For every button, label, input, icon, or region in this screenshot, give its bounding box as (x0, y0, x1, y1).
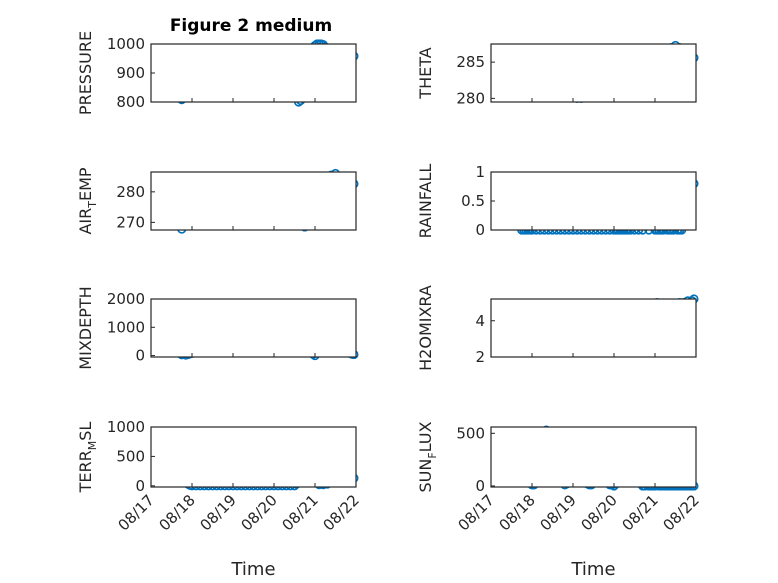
y-tick-label: 900 (116, 64, 145, 82)
y-tick-label: 2000 (107, 290, 145, 308)
x-axis-label: Time (230, 559, 275, 580)
y-axis-label-subscript: M (86, 441, 99, 451)
y-axis-label-subscript: F (426, 452, 439, 458)
y-tick-label: 0.5 (461, 192, 485, 210)
axes-frame (490, 43, 697, 103)
y-tick-label: 0 (475, 221, 485, 239)
axes-frame (150, 43, 357, 103)
y-axis-label-main: AIR (76, 208, 95, 235)
subplot-theta: 280 285 THETA (416, 40, 699, 107)
y-axis-label-main: TERR (76, 450, 95, 493)
y-tick-label: 1000 (107, 318, 145, 336)
y-tick-label: 1000 (107, 418, 145, 436)
y-axis-label-rest: SL (76, 422, 95, 441)
y-tick-label: 2 (475, 348, 485, 366)
axes-frame (490, 298, 697, 358)
y-axis-label: TERRMSL (76, 422, 99, 494)
y-tick-label: 1 (475, 163, 485, 181)
y-tick-label: 0 (475, 477, 485, 495)
x-axis-label: Time (570, 559, 615, 580)
axes-frame (150, 171, 357, 231)
y-tick-label: 500 (456, 424, 485, 442)
y-tick-label: 4 (475, 312, 485, 330)
y-axis-label-main: SUN (416, 459, 435, 493)
subplot-rainfall: 0 0.5 1 RAINFALL (416, 163, 699, 239)
y-tick-label: 280 (456, 89, 485, 107)
y-tick-label: 280 (116, 183, 145, 201)
y-tick-label: 270 (116, 213, 145, 231)
subplot-h2omixra: 2 4 H2OMIXRA (416, 285, 699, 371)
y-axis-label: H2OMIXRA (416, 285, 435, 371)
y-axis-label: AIRTEMP (76, 167, 99, 234)
y-tick-label: 500 (116, 447, 145, 465)
y-axis-label-rest: LUX (416, 421, 435, 452)
axes-frame (150, 426, 357, 488)
axes-frame (150, 298, 357, 358)
y-axis-label: MIXDEPTH (76, 286, 95, 369)
y-axis-label: RAINFALL (416, 164, 435, 239)
y-tick-label: 285 (456, 53, 485, 71)
y-axis-label-rest: EMP (76, 167, 95, 201)
axes-frame (490, 426, 697, 488)
y-axis-label: THETA (416, 47, 435, 99)
subplot-pressure: 800 900 1000 PRESSURE (76, 31, 359, 115)
y-axis-label: PRESSURE (76, 31, 95, 115)
axes-frame (490, 171, 697, 231)
y-tick-label: 800 (116, 93, 145, 111)
y-axis-label-subscript: T (86, 201, 99, 209)
subplot-mixdepth: 0 1000 2000 MIXDEPTH (76, 286, 359, 370)
y-tick-label: 1000 (107, 35, 145, 53)
y-tick-label: 0 (135, 477, 145, 495)
y-axis-label: SUNFLUX (416, 421, 439, 492)
subplot-air-temp: 270 280 AIRTEMP (76, 167, 359, 235)
figure-title: Figure 2 medium (170, 16, 332, 36)
y-tick-label: 0 (135, 347, 145, 365)
